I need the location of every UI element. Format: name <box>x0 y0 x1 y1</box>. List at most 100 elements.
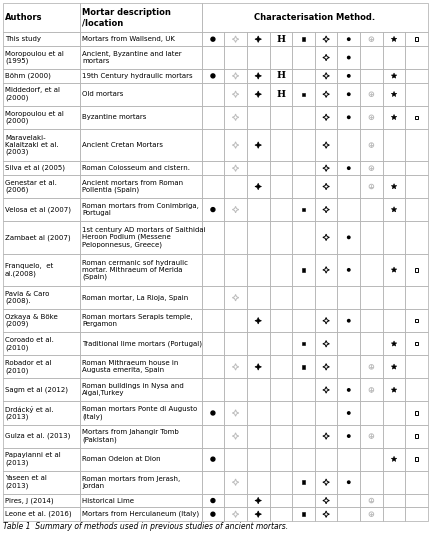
Bar <box>414 38 418 41</box>
Bar <box>314 175 337 198</box>
Bar <box>224 32 246 46</box>
Bar <box>292 106 314 129</box>
Bar <box>201 161 224 175</box>
Bar <box>269 198 292 221</box>
Bar <box>359 175 382 198</box>
Circle shape <box>347 75 349 77</box>
Bar <box>314 32 337 46</box>
Bar <box>269 471 292 494</box>
Bar <box>314 309 337 332</box>
Text: Zambaet al (2007): Zambaet al (2007) <box>5 234 71 240</box>
Bar <box>292 494 314 507</box>
Bar <box>224 198 246 221</box>
Bar <box>382 83 405 106</box>
Text: Roman mortar, La Rioja, Spain: Roman mortar, La Rioja, Spain <box>82 295 188 301</box>
Bar <box>382 447 405 471</box>
Bar <box>405 106 427 129</box>
Bar <box>3 286 80 309</box>
Bar <box>314 494 337 507</box>
Bar <box>314 402 337 425</box>
Bar <box>359 507 382 521</box>
Bar <box>201 253 224 286</box>
Bar <box>314 253 337 286</box>
Bar <box>292 507 314 521</box>
Bar <box>337 402 359 425</box>
Bar <box>3 32 80 46</box>
Bar <box>314 507 337 521</box>
Bar <box>301 512 304 516</box>
Polygon shape <box>390 114 396 119</box>
Bar <box>314 129 337 161</box>
Bar <box>3 507 80 521</box>
Bar <box>405 286 427 309</box>
Bar <box>224 507 246 521</box>
Bar <box>3 129 80 161</box>
Text: Drdácký et al.
(2013): Drdácký et al. (2013) <box>5 405 53 420</box>
Text: Roman Colosseum and cistern.: Roman Colosseum and cistern. <box>82 165 190 171</box>
Bar <box>3 106 80 129</box>
Polygon shape <box>390 207 396 212</box>
Bar <box>301 93 304 96</box>
Bar <box>359 471 382 494</box>
Bar <box>314 83 337 106</box>
Bar <box>314 471 337 494</box>
Bar <box>201 129 224 161</box>
Bar <box>359 332 382 355</box>
Bar <box>80 286 201 309</box>
Circle shape <box>347 269 349 271</box>
Text: Velosa et al (2007): Velosa et al (2007) <box>5 207 71 213</box>
Polygon shape <box>255 364 261 370</box>
Bar <box>301 342 304 346</box>
Polygon shape <box>390 456 396 462</box>
Bar <box>382 198 405 221</box>
Bar <box>3 355 80 378</box>
Bar <box>382 106 405 129</box>
Bar <box>382 129 405 161</box>
Bar <box>359 378 382 402</box>
Bar <box>337 447 359 471</box>
Bar <box>201 175 224 198</box>
Bar <box>359 309 382 332</box>
Bar <box>3 378 80 402</box>
Bar <box>224 161 246 175</box>
Bar <box>382 355 405 378</box>
Text: Table 1  Summary of methods used in previous studies of ancient mortars.: Table 1 Summary of methods used in previ… <box>3 522 288 531</box>
Bar <box>246 46 269 69</box>
Bar <box>246 471 269 494</box>
Bar <box>337 507 359 521</box>
Polygon shape <box>390 267 396 272</box>
Text: Roman Odeion at Dion: Roman Odeion at Dion <box>82 456 160 462</box>
Bar <box>80 46 201 69</box>
Circle shape <box>347 481 349 483</box>
Polygon shape <box>255 91 261 98</box>
Bar <box>246 447 269 471</box>
Bar <box>292 402 314 425</box>
Bar <box>246 507 269 521</box>
Circle shape <box>210 499 215 502</box>
Polygon shape <box>255 72 261 79</box>
Bar <box>405 471 427 494</box>
Text: Old mortars: Old mortars <box>82 91 123 97</box>
Bar <box>269 129 292 161</box>
Bar <box>269 221 292 253</box>
Bar <box>314 161 337 175</box>
Bar <box>337 332 359 355</box>
Bar <box>269 494 292 507</box>
Bar <box>224 332 246 355</box>
Circle shape <box>347 389 349 391</box>
Bar <box>405 355 427 378</box>
Bar <box>269 425 292 447</box>
Bar <box>337 309 359 332</box>
Bar <box>359 69 382 83</box>
Bar <box>292 32 314 46</box>
Text: Mortars from Jahangir Tomb
(Pakistan): Mortars from Jahangir Tomb (Pakistan) <box>82 429 178 443</box>
Bar <box>246 378 269 402</box>
Bar <box>246 253 269 286</box>
Bar <box>405 253 427 286</box>
Bar <box>292 46 314 69</box>
Bar <box>201 83 224 106</box>
Bar <box>80 378 201 402</box>
Bar <box>359 447 382 471</box>
Bar <box>405 161 427 175</box>
Bar <box>292 129 314 161</box>
